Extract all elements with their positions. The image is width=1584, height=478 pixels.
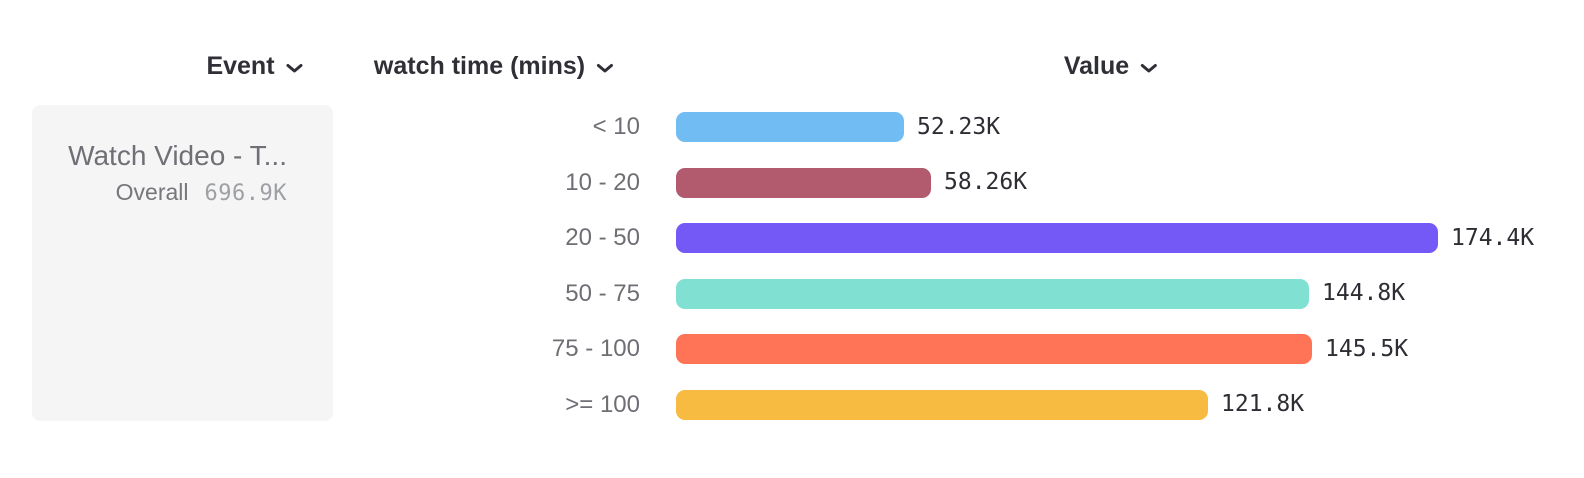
bar-row: 50 - 75 144.8K	[0, 278, 1584, 309]
overall-value: 696.9K	[204, 181, 287, 206]
bucket-label: 20 - 50	[565, 224, 640, 251]
column-header-value-label: Value	[1063, 52, 1130, 80]
bucket-label: >= 100	[565, 390, 640, 418]
value-label: 145.5K	[1325, 335, 1409, 362]
bar-row: 75 - 100 145.5K	[0, 334, 1584, 364]
event-name: Watch Video - T...	[68, 140, 287, 171]
event-legend-card[interactable]: Watch Video - T... Overall 696.9K	[32, 105, 333, 421]
value-label: 52.23K	[917, 113, 1001, 140]
value-label: 58.26K	[944, 169, 1028, 195]
bucket-label: < 10	[592, 113, 640, 140]
bar[interactable]	[676, 223, 1438, 253]
bar[interactable]	[676, 334, 1312, 364]
bucket-label: 75 - 100	[551, 335, 640, 362]
bar[interactable]	[676, 112, 904, 142]
bar-row: >= 100 121.8K	[0, 389, 1584, 420]
chevron-down-icon	[286, 63, 304, 74]
overall-label: Overall	[115, 179, 189, 205]
bar-row: < 10 52.23K	[0, 112, 1584, 142]
bucket-label: 10 - 20	[565, 168, 640, 196]
bar[interactable]	[676, 278, 1309, 309]
bucket-label: 50 - 75	[565, 279, 640, 307]
event-overall-row: Overall 696.9K	[32, 179, 287, 206]
column-header-breakdown[interactable]: watch time (mins)	[374, 52, 614, 81]
column-header-value[interactable]: Value	[1064, 52, 1158, 81]
value-label: 144.8K	[1322, 280, 1406, 306]
bar[interactable]	[676, 389, 1208, 420]
column-header-event[interactable]: Event	[206, 52, 303, 81]
bar-chart: < 10 52.23K 10 - 20 58.26K 20 - 50 174.4…	[0, 112, 1584, 420]
value-label: 121.8K	[1221, 391, 1305, 417]
bar-row: 10 - 20 58.26K	[0, 167, 1584, 198]
bar-row: 20 - 50 174.4K	[0, 223, 1584, 253]
column-header-event-label: Event	[206, 52, 275, 80]
chevron-down-icon	[1140, 63, 1158, 74]
column-header-breakdown-label: watch time (mins)	[373, 52, 586, 80]
bar[interactable]	[676, 167, 931, 198]
value-label: 174.4K	[1451, 224, 1535, 251]
chevron-down-icon	[596, 63, 614, 74]
